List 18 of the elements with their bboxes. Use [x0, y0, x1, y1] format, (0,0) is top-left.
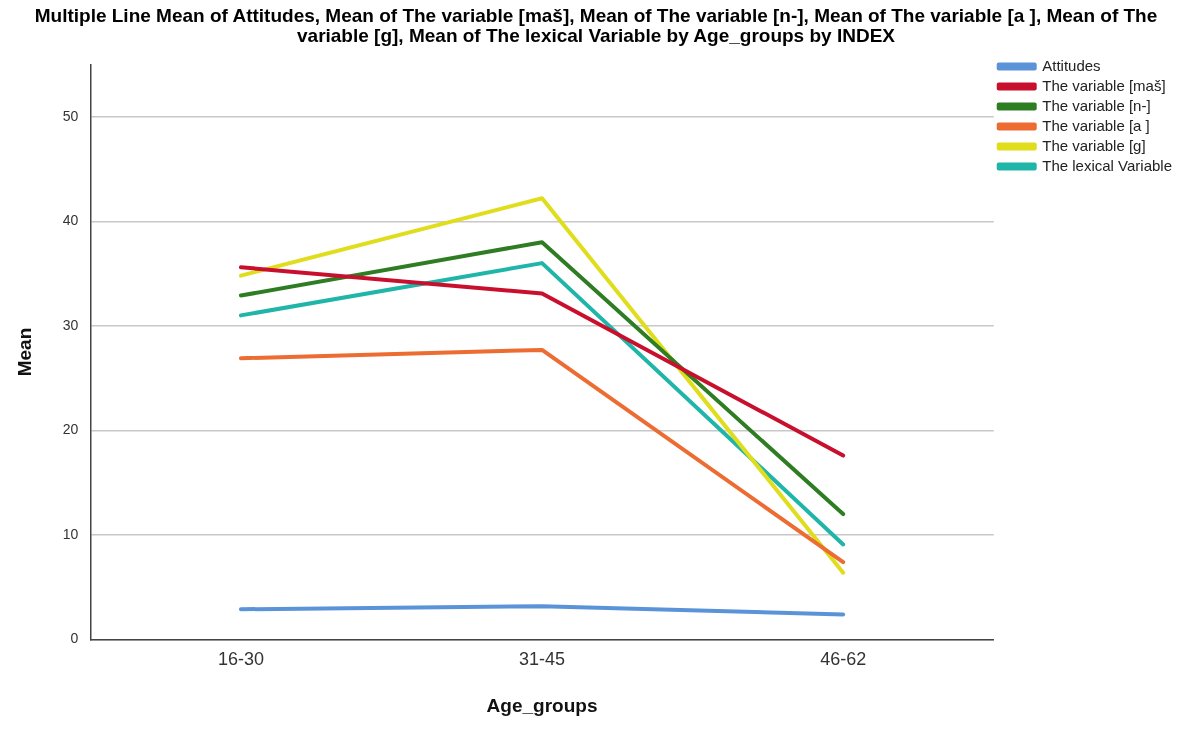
y-axis-title: Mean [13, 327, 35, 377]
chart-title: Multiple Line Mean of Attitudes, Mean of The variable [maš], Mean of The variable [n-], Mean of The variable [a ], Mean of The variable [g], Mean of The lexical Variable by Age_groups by INDEX [33, 4, 1159, 46]
legend-label: The lexical Variable [1042, 156, 1173, 174]
legend-label: The variable [a ] [1042, 116, 1150, 134]
legend-label: Attitudes [1042, 56, 1101, 74]
y-tick-label: 30 [62, 316, 79, 333]
legend-label: The variable [n-] [1042, 96, 1151, 114]
y-tick-label: 20 [62, 421, 79, 438]
legend-label: The variable [g] [1042, 136, 1146, 154]
x-tick-label: 46-62 [820, 649, 867, 670]
y-tick-label: 0 [70, 630, 79, 647]
legend-label: The variable [maš] [1042, 76, 1166, 94]
x-tick-label: 31-45 [519, 649, 566, 670]
y-tick-label: 50 [62, 107, 79, 124]
x-tick-label: 16-30 [217, 649, 264, 670]
y-tick-label: 10 [62, 525, 79, 542]
y-tick-label: 40 [62, 212, 79, 229]
x-axis-title: Age_groups [486, 694, 598, 716]
